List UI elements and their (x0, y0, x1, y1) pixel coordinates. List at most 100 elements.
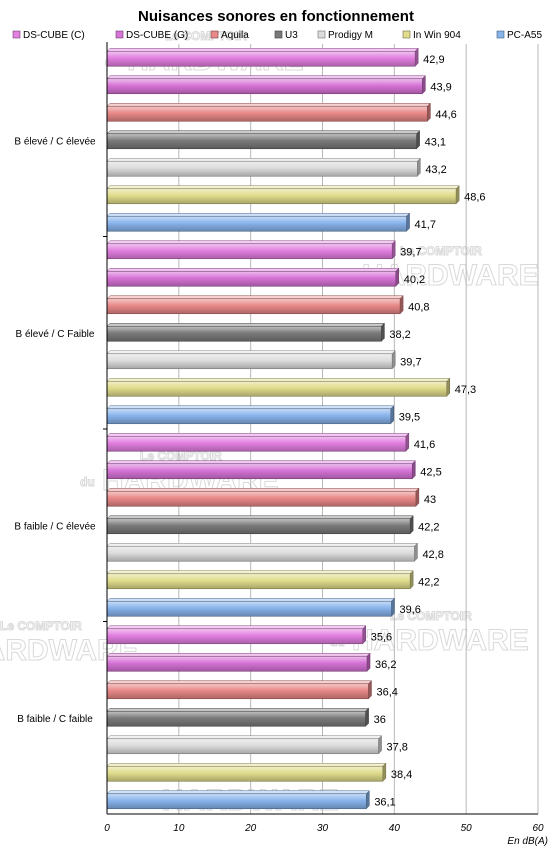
legend-swatch (210, 30, 219, 39)
bar (106, 240, 396, 260)
bar (106, 405, 395, 425)
watermark-line1: Le COMPTOIR (0, 619, 82, 633)
legend-label: PC-A55 (507, 30, 542, 41)
x-tick-label: 60 (532, 823, 544, 834)
value-label: 39,6 (399, 604, 420, 616)
value-label: 43 (424, 494, 436, 506)
bar (106, 322, 386, 342)
category-label: B faible / C élevée (14, 521, 96, 532)
legend-label: DS-CUBE (C) (23, 30, 85, 41)
bar (106, 130, 421, 150)
value-label: 42,2 (418, 521, 439, 533)
watermark-line2: du (80, 475, 95, 489)
bar (106, 625, 367, 645)
bar (106, 790, 370, 810)
value-label: 42,9 (423, 54, 444, 66)
value-label: 42,5 (420, 466, 441, 478)
bar (106, 707, 370, 727)
value-label: 41,6 (414, 439, 435, 451)
legend-swatch (402, 30, 411, 39)
legend-item: Aquila (210, 30, 249, 41)
value-label: 39,5 (399, 411, 420, 423)
bar (106, 570, 414, 590)
legend-item: DS-CUBE (C) (12, 30, 85, 41)
x-tick-label: 40 (389, 823, 401, 834)
legend: DS-CUBE (C) DS-CUBE (G) Aquila U3 Prodigy M I… (12, 30, 542, 41)
x-tick-label: 30 (317, 823, 329, 834)
watermark-line1: Le COMPTOIR (390, 609, 472, 623)
legend-swatch (115, 30, 124, 39)
legend-label: DS-CUBE (G) (126, 30, 188, 41)
category-label: B faible / C faible (17, 714, 93, 725)
legend-item: DS-CUBE (G) (115, 30, 188, 41)
value-label: 40,8 (408, 301, 429, 313)
bar (106, 735, 383, 755)
legend-swatch (317, 30, 326, 39)
legend-label: In Win 904 (413, 30, 461, 41)
bar (106, 680, 373, 700)
bar (106, 515, 414, 535)
x-tick-label: 20 (244, 823, 257, 834)
watermark-line1: Le COMPTOIR (140, 449, 222, 463)
bar (106, 295, 404, 315)
x-tick-label: 10 (173, 823, 185, 834)
bars: 42,9 43,9 44,6 43,1 43,2 48,6 41,7 39,7 40,2 40,8… (106, 47, 486, 810)
bar (106, 377, 451, 397)
bar (106, 432, 410, 452)
watermark-line3: HARDWARE (352, 624, 529, 657)
bar (106, 267, 400, 287)
legend-item: U3 (274, 30, 298, 41)
value-label: 42,8 (422, 549, 443, 561)
value-label: 41,7 (415, 219, 436, 231)
value-label: 47,3 (455, 384, 476, 396)
value-label: 40,2 (404, 274, 425, 286)
legend-label: U3 (285, 30, 298, 41)
value-label: 42,2 (418, 576, 439, 588)
axes: 0 10 20 30 40 50 60 B élevé / C élevée B élevé /… (14, 42, 544, 834)
value-label: 36,1 (374, 796, 395, 808)
value-label: 35,6 (371, 631, 392, 643)
bar (106, 157, 421, 177)
watermark-line1: Le COMPTOIR (165, 29, 247, 43)
bar (106, 487, 420, 507)
legend-label: Prodigy M (328, 30, 373, 41)
value-label: 39,7 (400, 246, 421, 258)
watermark-line1: Le COMPTOIR (400, 244, 482, 258)
legend-swatch (12, 30, 21, 39)
bar (106, 542, 419, 562)
category-label: B élevé / C élevée (14, 136, 96, 147)
value-label: 38,4 (391, 769, 412, 781)
value-label: 43,2 (425, 164, 446, 176)
bar (106, 47, 419, 67)
value-label: 37,8 (387, 741, 408, 753)
legend-item: Prodigy M (317, 30, 373, 41)
legend-swatch (274, 30, 283, 39)
x-tick-label: 50 (461, 823, 473, 834)
legend-label: Aquila (221, 30, 249, 41)
value-label: 36 (374, 714, 386, 726)
bar (106, 597, 396, 617)
bar (106, 652, 371, 672)
bar (106, 212, 411, 232)
value-label: 43,1 (425, 136, 446, 148)
legend-item: In Win 904 (402, 30, 461, 41)
value-label: 44,6 (435, 109, 456, 121)
value-label: 48,6 (464, 191, 485, 203)
chart-title: Nuisances sonores en fonctionnement (138, 8, 414, 25)
x-tick-label: 0 (104, 823, 110, 834)
x-axis-title: En dB(A) (507, 836, 548, 847)
value-label: 36,2 (375, 659, 396, 671)
value-label: 36,4 (376, 686, 397, 698)
value-label: 43,9 (430, 81, 451, 93)
category-label: B élevé / C Faible (16, 329, 95, 340)
bar (106, 102, 431, 122)
value-label: 39,7 (400, 356, 421, 368)
legend-item: PC-A55 (496, 30, 542, 41)
bar (106, 350, 396, 370)
bar (106, 185, 460, 205)
legend-swatch (496, 30, 505, 39)
bar (106, 75, 426, 95)
value-label: 38,2 (389, 329, 410, 341)
